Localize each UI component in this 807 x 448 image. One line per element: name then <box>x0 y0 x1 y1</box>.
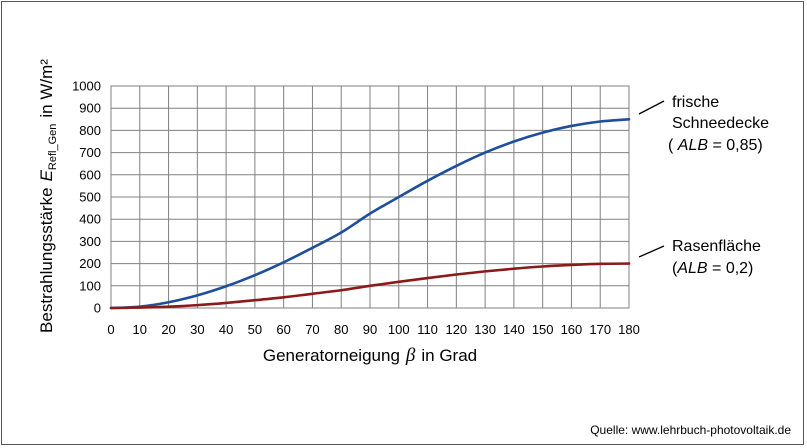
series-line-1 <box>109 118 631 310</box>
x-tick-label: 100 <box>388 322 410 337</box>
x-tick-label: 80 <box>334 322 348 337</box>
y-axis-label: BestrahlungsstärkeERefl_Genin W/m² <box>37 59 59 333</box>
y-tick-label: 900 <box>79 101 101 116</box>
grid <box>110 85 630 309</box>
x-tick-label: 60 <box>276 322 290 337</box>
x-tick-label: 0 <box>107 322 114 337</box>
y-tick-labels: 0 100 200 300 400 500 600 700 800 900 1000 <box>72 79 101 316</box>
series-line-2 <box>109 262 631 310</box>
y-tick-label: 200 <box>79 256 101 271</box>
annotation-1-line-2: Schneedecke <box>672 115 769 132</box>
x-tick-label: 150 <box>532 322 554 337</box>
x-tick-label: 90 <box>363 322 377 337</box>
x-tick-label: 140 <box>503 322 525 337</box>
x-axis-label: Generatorneigung β in Grad <box>263 345 477 366</box>
x-tick-label: 130 <box>474 322 496 337</box>
series-layer <box>109 118 631 310</box>
annotation-2-line-1: Rasenfläche <box>672 238 761 255</box>
annotation-leader-2 <box>638 245 665 258</box>
y-tick-label: 1000 <box>72 79 101 94</box>
x-tick-label: 10 <box>133 322 147 337</box>
annotation-leader-1 <box>638 100 665 115</box>
x-tick-label: 70 <box>305 322 319 337</box>
y-tick-label: 500 <box>79 190 101 205</box>
x-tick-label: 20 <box>161 322 175 337</box>
x-tick-label: 170 <box>589 322 611 337</box>
y-tick-label: 300 <box>79 234 101 249</box>
x-tick-labels: 0 10 20 30 40 50 60 70 80 90 100 110 120 130 140 150 160… <box>107 322 639 337</box>
source-credit: Quelle: www.lehrbuch-photovoltaik.de <box>590 423 791 437</box>
x-tick-label: 160 <box>561 322 583 337</box>
y-tick-label: 400 <box>79 212 101 227</box>
x-tick-label: 180 <box>618 322 640 337</box>
annotation-1-line-1: frische <box>672 94 719 111</box>
annotation-2-param: (ALB = 0,2) <box>672 260 753 277</box>
annotation-1-param: ( ALB = 0,85) <box>668 137 763 154</box>
x-tick-label: 120 <box>445 322 467 337</box>
x-tick-label: 110 <box>417 322 438 337</box>
x-tick-label: 50 <box>248 322 262 337</box>
y-tick-label: 0 <box>94 301 101 316</box>
x-tick-label: 40 <box>219 322 233 337</box>
y-tick-label: 100 <box>79 278 101 293</box>
x-tick-label: 30 <box>190 322 204 337</box>
y-tick-label: 600 <box>79 167 101 182</box>
y-tick-label: 800 <box>79 123 101 138</box>
y-tick-label: 700 <box>79 145 101 160</box>
